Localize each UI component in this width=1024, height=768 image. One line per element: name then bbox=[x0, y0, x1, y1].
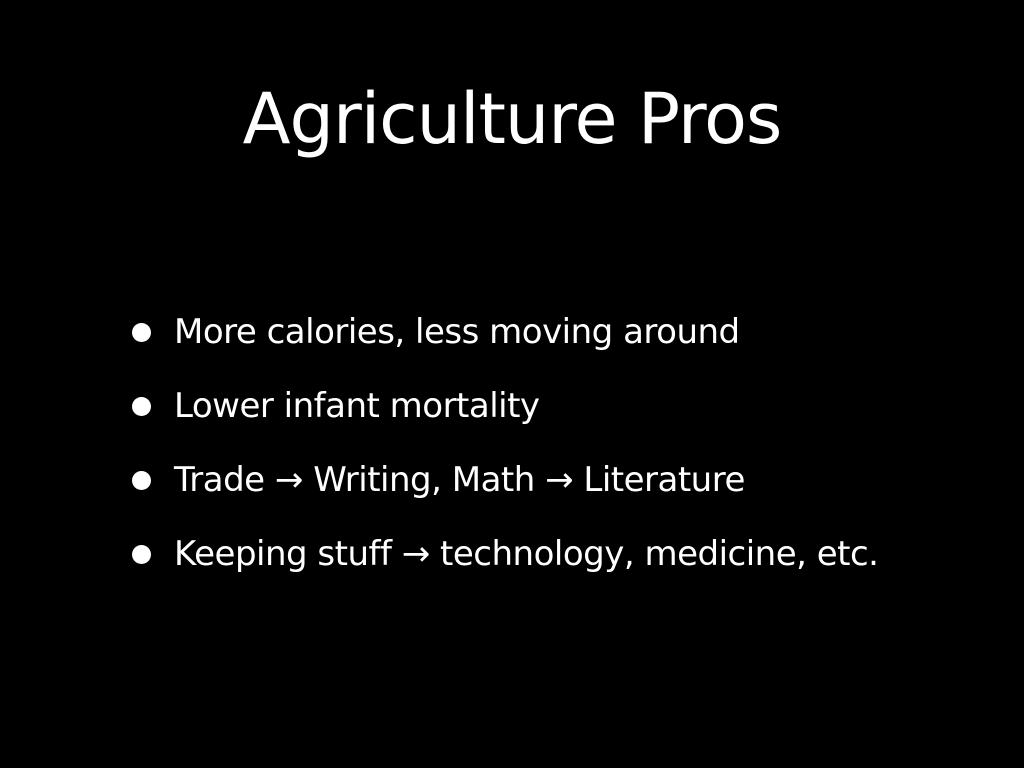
bullet-list: More calories, less moving around Lower … bbox=[130, 306, 990, 602]
bullet-dot-icon bbox=[132, 323, 151, 342]
bullet-dot-icon bbox=[132, 545, 151, 564]
bullet-item: Trade → Writing, Math → Literature bbox=[130, 454, 990, 528]
bullet-item: Keeping stuff → technology, medicine, et… bbox=[130, 528, 990, 602]
bullet-dot-icon bbox=[132, 397, 151, 416]
bullet-item: More calories, less moving around bbox=[130, 306, 990, 380]
bullet-text: Keeping stuff → technology, medicine, et… bbox=[174, 534, 879, 574]
bullet-item: Lower infant mortality bbox=[130, 380, 990, 454]
bullet-text: More calories, less moving around bbox=[174, 312, 740, 352]
bullet-dot-icon bbox=[132, 471, 151, 490]
slide-title: Agriculture Pros bbox=[242, 78, 783, 160]
bullet-text: Lower infant mortality bbox=[174, 386, 540, 426]
bullet-text: Trade → Writing, Math → Literature bbox=[174, 460, 745, 500]
